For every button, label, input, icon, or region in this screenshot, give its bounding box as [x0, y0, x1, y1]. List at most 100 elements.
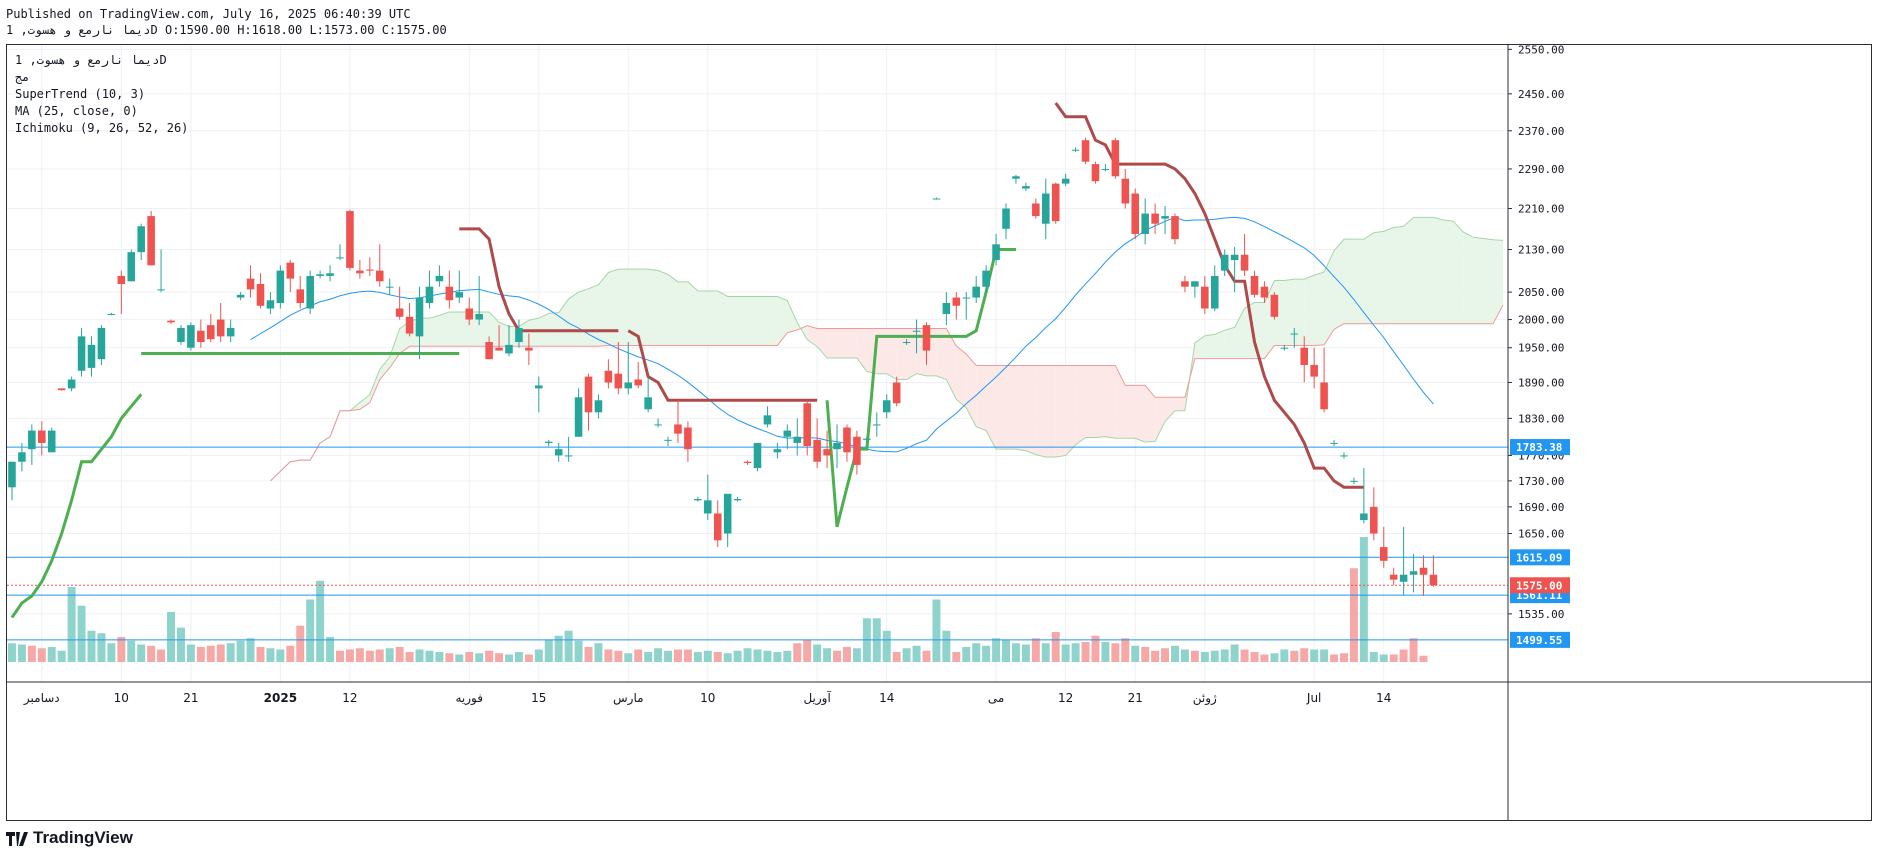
candle: [992, 233, 1000, 266]
legend-symbol[interactable]: دیما نارمع و هسوت, 1D: [15, 53, 167, 67]
candle-body: [982, 270, 990, 287]
volume-bar: [17, 644, 26, 662]
candle: [87, 336, 96, 377]
cloud-segment: [489, 311, 500, 347]
candle-body: [246, 278, 255, 290]
candle: [783, 424, 792, 450]
price-tick-label: 1890.00: [1518, 376, 1564, 389]
candle-body: [773, 449, 782, 453]
volume-bar: [703, 650, 712, 662]
candle: [485, 336, 493, 360]
tradingview-brand[interactable]: TradingView: [6, 828, 133, 848]
candle: [1290, 327, 1299, 348]
volume-bar: [206, 645, 215, 662]
candle-body: [296, 289, 305, 304]
candle-body: [1330, 442, 1338, 444]
candle-body: [445, 286, 454, 301]
cloud-segment: [658, 270, 669, 346]
volume-bar: [176, 627, 185, 662]
candle: [266, 292, 275, 315]
cloud-segment: [369, 369, 380, 403]
price-tick-label: 1650.00: [1518, 528, 1564, 541]
candle-body: [495, 347, 503, 351]
candle: [207, 314, 215, 343]
candle: [1151, 203, 1159, 234]
cloud-segment: [966, 354, 977, 427]
candle-body: [1061, 178, 1070, 184]
candle: [594, 394, 603, 419]
volume-bar: [1041, 643, 1050, 662]
volume-bar: [226, 643, 235, 662]
cloud-segment: [787, 300, 798, 333]
candle-body: [1191, 281, 1199, 287]
volume-bar: [1101, 642, 1110, 662]
price-tick-label: 2370.00: [1518, 125, 1564, 138]
cloud-segment: [608, 269, 619, 346]
candle: [644, 376, 652, 413]
candle-body: [704, 500, 712, 514]
candle-body: [783, 430, 792, 437]
volume-bar: [236, 640, 245, 662]
candle-body: [1389, 574, 1398, 580]
legend-ma[interactable]: MA (25, close, 0): [15, 104, 138, 118]
volume-bar: [415, 649, 424, 662]
candle-body: [1131, 193, 1140, 234]
cloud-segment: [1373, 231, 1384, 324]
candle: [912, 319, 921, 354]
candle: [1340, 452, 1348, 459]
candle-body: [564, 455, 573, 457]
cloud-segment: [1224, 327, 1235, 359]
candle: [415, 286, 424, 360]
cloud-segment: [827, 328, 838, 359]
legend-supertrend[interactable]: SuperTrend (10, 3): [15, 87, 146, 101]
volume-bar: [1180, 649, 1189, 662]
candle: [733, 497, 742, 502]
legend-ichimoku[interactable]: Ichimoku (9, 26, 52, 26): [15, 121, 189, 135]
candle-body: [912, 330, 921, 332]
cloud-segment: [429, 315, 440, 347]
volume-bar: [574, 640, 583, 662]
candle-body: [932, 198, 941, 200]
volume-bar: [485, 650, 494, 662]
cloud-segment: [1363, 232, 1374, 324]
candle: [793, 418, 802, 456]
cloud-segment: [1493, 239, 1504, 324]
candle-body: [28, 430, 36, 450]
candle-body: [47, 430, 56, 453]
volume-bar: [445, 653, 454, 662]
supertrend-segment: [1054, 102, 1364, 489]
candle: [465, 297, 474, 326]
volume-bar: [326, 637, 335, 662]
hline-price-tag-bg: [1510, 549, 1570, 566]
volume-bar: [1369, 652, 1378, 662]
candle: [107, 312, 116, 316]
candle: [922, 322, 931, 365]
time-tick-label: 12: [1058, 691, 1073, 705]
volume-bar: [1290, 650, 1299, 662]
volume-bar: [753, 649, 762, 662]
time-tick-label: 14: [1376, 691, 1391, 705]
candle-body: [644, 397, 652, 410]
candles: [8, 137, 1438, 596]
candle-body: [67, 379, 76, 389]
candle-body: [127, 252, 136, 282]
candle: [1350, 477, 1358, 485]
candle: [803, 400, 811, 456]
candle-body: [535, 385, 543, 389]
volume-bar: [107, 643, 116, 662]
chart-legend: دیما نارمع و هسوت, 1D مج SuperTrend (10,…: [15, 52, 188, 137]
candle-body: [863, 438, 871, 440]
volume-bar: [554, 635, 563, 662]
hline-price-tag-bg: [1510, 631, 1570, 648]
candle-body: [1101, 168, 1110, 170]
candle-body: [554, 449, 563, 456]
volume-bar: [425, 650, 434, 662]
volume-bar: [27, 645, 36, 662]
candle-body: [753, 442, 762, 469]
volume-bar: [1161, 648, 1170, 662]
volume-bar: [1002, 639, 1010, 662]
candle: [385, 278, 394, 295]
candle-body: [57, 388, 66, 391]
cloud-segment: [727, 296, 738, 346]
